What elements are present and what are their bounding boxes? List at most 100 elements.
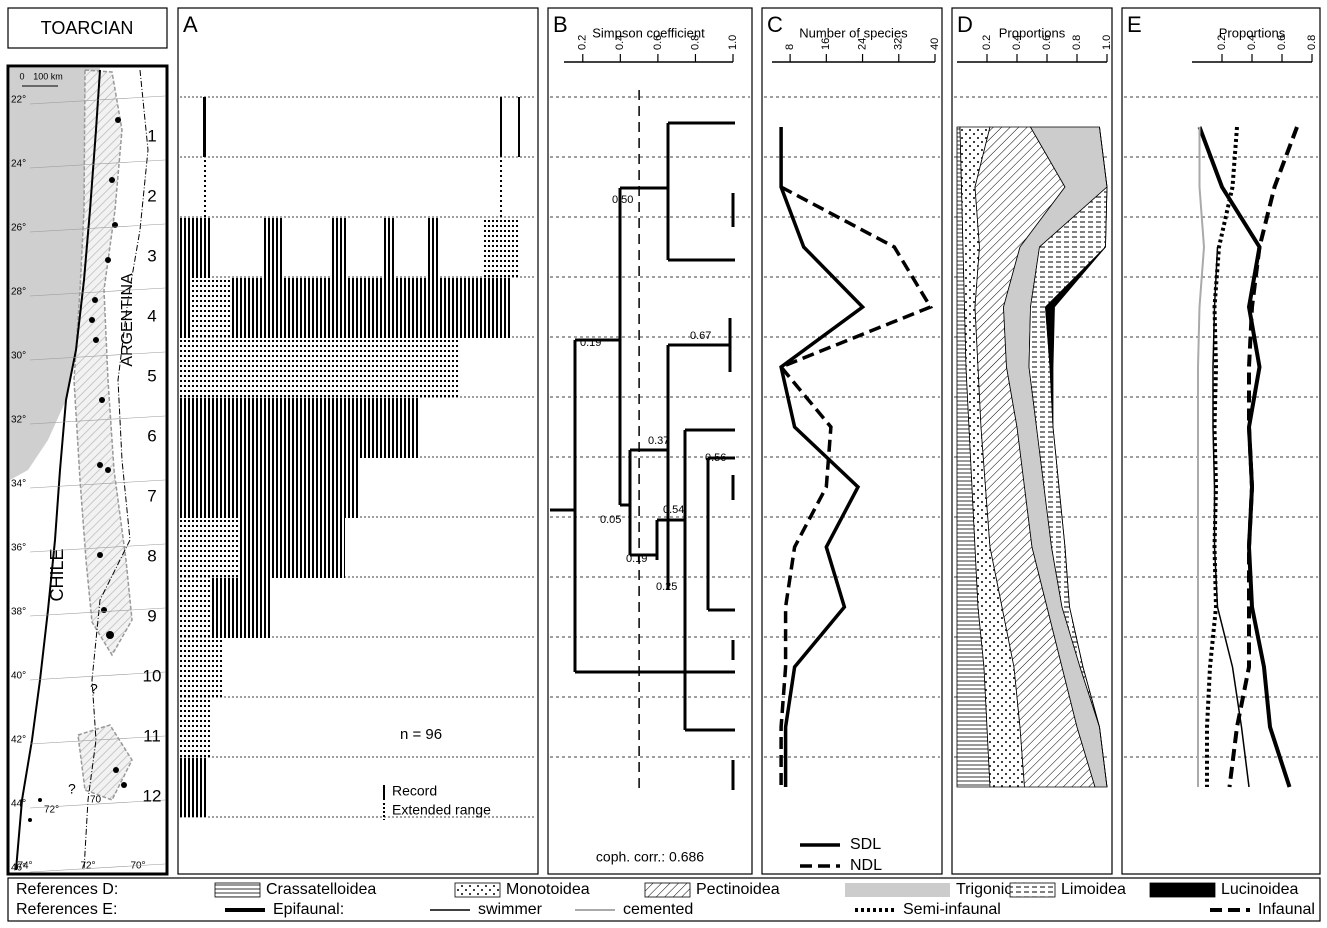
series-line	[1205, 126, 1239, 787]
x-tick-label: 0.6	[1276, 35, 1288, 50]
x-tick-label: 0.2	[577, 35, 589, 50]
node-label: 0.19	[626, 553, 647, 565]
x-tick-label: 40	[929, 38, 941, 50]
latitude-label: 42°	[11, 735, 26, 746]
x-tick-label: 0.2	[1216, 35, 1228, 50]
map-label: 72°	[44, 805, 59, 816]
node-label: 0.05	[600, 514, 621, 526]
x-tick-label: 0.4	[1246, 35, 1258, 50]
node-label: 0.54	[663, 504, 684, 516]
axis-title: Proportions	[999, 25, 1066, 40]
scale-label: 0	[19, 71, 24, 81]
zone-label: 7	[147, 486, 156, 505]
legend-swatch	[214, 882, 261, 898]
legend-swatch	[845, 883, 950, 897]
panel-letter: A	[183, 12, 198, 37]
annotation: coph. corr.: 0.686	[596, 849, 704, 865]
stacked-area	[1045, 126, 1108, 788]
graticule	[29, 95, 166, 105]
zone-label: 9	[147, 606, 156, 625]
graticule	[29, 735, 166, 745]
legend-label: Lucinoidea	[1221, 881, 1299, 898]
graticule	[29, 351, 166, 361]
axis-title: Proportions	[1219, 25, 1286, 40]
series-line	[778, 185, 934, 787]
x-tick-label: 1.0	[1101, 35, 1113, 50]
legend-label: cemented	[623, 901, 693, 918]
latitude-label: 30°	[11, 351, 26, 362]
country-label: ARGENTINA	[119, 273, 136, 367]
panel-frame	[761, 7, 943, 875]
graticule	[29, 863, 166, 873]
zone-label: 1	[147, 126, 156, 145]
range-chart	[180, 97, 520, 820]
axis-title: Number of species	[799, 25, 908, 40]
zone-label: 12	[143, 786, 162, 805]
title: TOARCIAN	[41, 18, 134, 38]
node-label: 0.67	[690, 330, 711, 342]
x-tick-label: 0.2	[981, 35, 993, 50]
panel-frame	[1121, 7, 1321, 875]
panel-letter: D	[957, 12, 973, 37]
longitude-label: 72°	[80, 861, 95, 872]
legend-label: Record	[392, 783, 437, 799]
latitude-label: 32°	[11, 415, 26, 426]
legend-label: Infaunal	[1258, 901, 1315, 918]
localities	[28, 117, 127, 822]
latitude-label: 34°	[11, 479, 26, 490]
map-query: ?	[68, 781, 76, 797]
node-label: 0.56	[705, 452, 726, 464]
x-tick-label: 32	[893, 38, 905, 50]
zone-label: 10	[143, 666, 162, 685]
graticule	[29, 415, 166, 425]
zone-label: 6	[147, 426, 156, 445]
panel-letter: B	[553, 12, 568, 37]
series-line	[1212, 246, 1250, 788]
x-tick-label: 1.0	[727, 35, 739, 50]
basin	[77, 724, 133, 801]
node-label: 0.25	[656, 581, 677, 593]
longitude-label: 74°	[17, 861, 32, 872]
zone-label: 4	[147, 306, 156, 325]
x-tick-label: 0.6	[1041, 35, 1053, 50]
zone-label: 3	[147, 246, 156, 265]
graticule	[29, 799, 166, 809]
legend-label: Pectinoidea	[696, 881, 780, 898]
legend-swatch	[1009, 882, 1056, 898]
legend-label: Extended range	[392, 802, 491, 818]
x-tick-label: 0.6	[652, 35, 664, 50]
latitude-label: 40°	[11, 671, 26, 682]
latitude-label: 24°	[11, 159, 26, 170]
legend-label: NDL	[850, 857, 882, 874]
panel-letter: C	[767, 12, 783, 37]
latitude-label: 28°	[11, 287, 26, 298]
x-tick-label: 8	[784, 44, 796, 50]
x-tick-label: 0.4	[1011, 35, 1023, 50]
map-label: 70	[90, 795, 102, 806]
country-label: CHILE	[47, 548, 67, 601]
node-label: 0.50	[612, 194, 633, 206]
series-line	[1197, 127, 1206, 787]
references-label: References E:	[16, 901, 117, 918]
legend-label: Monotoidea	[506, 881, 590, 898]
map: 0 100 km 72° 70 CHILE ARGENTINA ? ? 74° …	[6, 64, 169, 876]
graticule	[29, 159, 166, 169]
graticule	[29, 543, 166, 553]
panel-frame	[177, 7, 539, 875]
legend-label: swimmer	[478, 901, 543, 918]
legend-swatch	[644, 882, 691, 898]
dendrogram	[550, 121, 735, 790]
scale-label: 100 km	[33, 71, 63, 81]
graticule	[29, 671, 166, 681]
x-tick-label: 16	[820, 38, 832, 50]
zone-label: 5	[147, 366, 156, 385]
zone-label: 8	[147, 546, 156, 565]
annotation: n = 96	[400, 726, 442, 743]
panel-frame	[547, 7, 753, 875]
legend-label: Epifaunal:	[273, 901, 344, 918]
latitude-label: 26°	[11, 223, 26, 234]
panel-letter: E	[1127, 12, 1142, 37]
latitude-label: 46°	[11, 863, 26, 874]
